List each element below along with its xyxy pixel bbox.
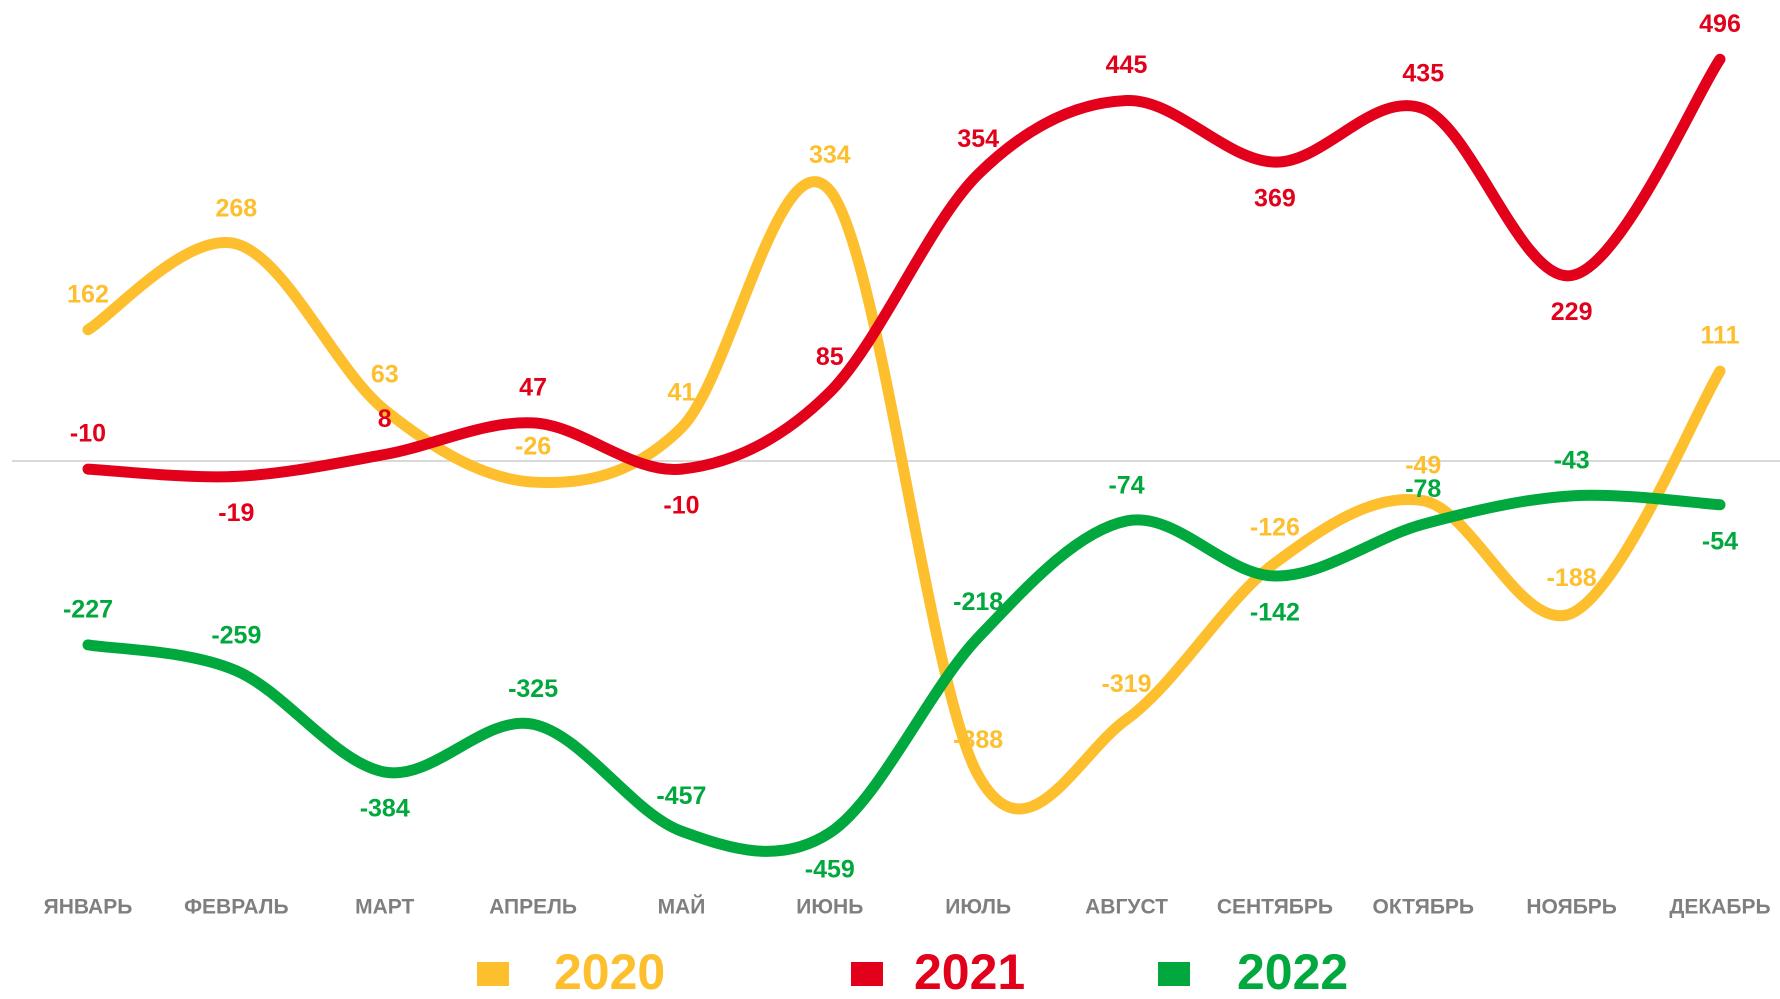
data-label: -74 (1108, 472, 1144, 500)
series-line (82, 489, 1726, 857)
data-label: 85 (816, 343, 844, 371)
data-label: 334 (809, 141, 851, 169)
x-tick-label: ОКТЯБРЬ (1373, 896, 1475, 919)
data-label: -142 (1250, 599, 1300, 627)
x-tick-label: АПРЕЛЬ (489, 896, 577, 919)
data-label: -10 (70, 420, 106, 448)
data-label: -325 (508, 675, 558, 703)
data-label: -78 (1405, 475, 1441, 503)
data-label: -126 (1250, 514, 1300, 542)
data-label: -49 (1405, 451, 1441, 479)
x-tick-label: ИЮЛЬ (945, 896, 1011, 919)
data-label: -43 (1554, 446, 1590, 474)
data-label: 63 (371, 361, 399, 389)
x-tick-label: ИЮНЬ (796, 896, 863, 919)
data-label: -459 (805, 855, 855, 883)
series-line (82, 53, 1726, 483)
legend-swatch (477, 962, 509, 986)
legend-swatch (851, 962, 883, 986)
x-tick-label: МАРТ (355, 896, 414, 919)
legend-label: 2021 (914, 944, 1025, 999)
x-tick-label: ЯНВАРЬ (44, 896, 133, 919)
data-label: -227 (63, 595, 113, 623)
data-label: 229 (1551, 298, 1593, 326)
data-label: -259 (211, 621, 261, 649)
legend-swatch (1158, 962, 1190, 986)
data-label: 445 (1106, 51, 1148, 79)
x-tick-label: АВГУСТ (1085, 896, 1168, 919)
data-label: 496 (1699, 10, 1741, 38)
data-label: 369 (1254, 185, 1296, 213)
x-tick-label: ДЕКАБРЬ (1669, 896, 1770, 919)
x-tick-label: ФЕВРАЛЬ (184, 896, 289, 919)
data-label: 162 (67, 280, 109, 308)
data-label: -218 (953, 588, 1003, 616)
data-label: 8 (378, 405, 392, 433)
data-label: -319 (1102, 670, 1152, 698)
legend-label: 2020 (554, 944, 665, 999)
x-tick-label: СЕНТЯБРЬ (1217, 896, 1333, 919)
data-label: 354 (957, 125, 999, 153)
data-label: 41 (668, 378, 696, 406)
data-label: -388 (953, 726, 1003, 754)
legend-label: 2022 (1237, 944, 1348, 999)
data-label: 111 (1701, 322, 1740, 350)
data-label: 47 (519, 374, 547, 402)
data-label: 435 (1402, 59, 1444, 87)
data-label: -26 (515, 433, 551, 461)
x-tick-label: МАЙ (658, 895, 706, 919)
data-label: -19 (218, 499, 254, 527)
data-label: -54 (1702, 527, 1738, 555)
data-label: -457 (656, 782, 706, 810)
data-label: -10 (663, 492, 699, 520)
x-tick-label: НОЯБРЬ (1526, 896, 1617, 919)
data-label: -384 (360, 795, 410, 823)
data-label: -188 (1547, 564, 1597, 592)
data-label: 268 (216, 195, 258, 223)
